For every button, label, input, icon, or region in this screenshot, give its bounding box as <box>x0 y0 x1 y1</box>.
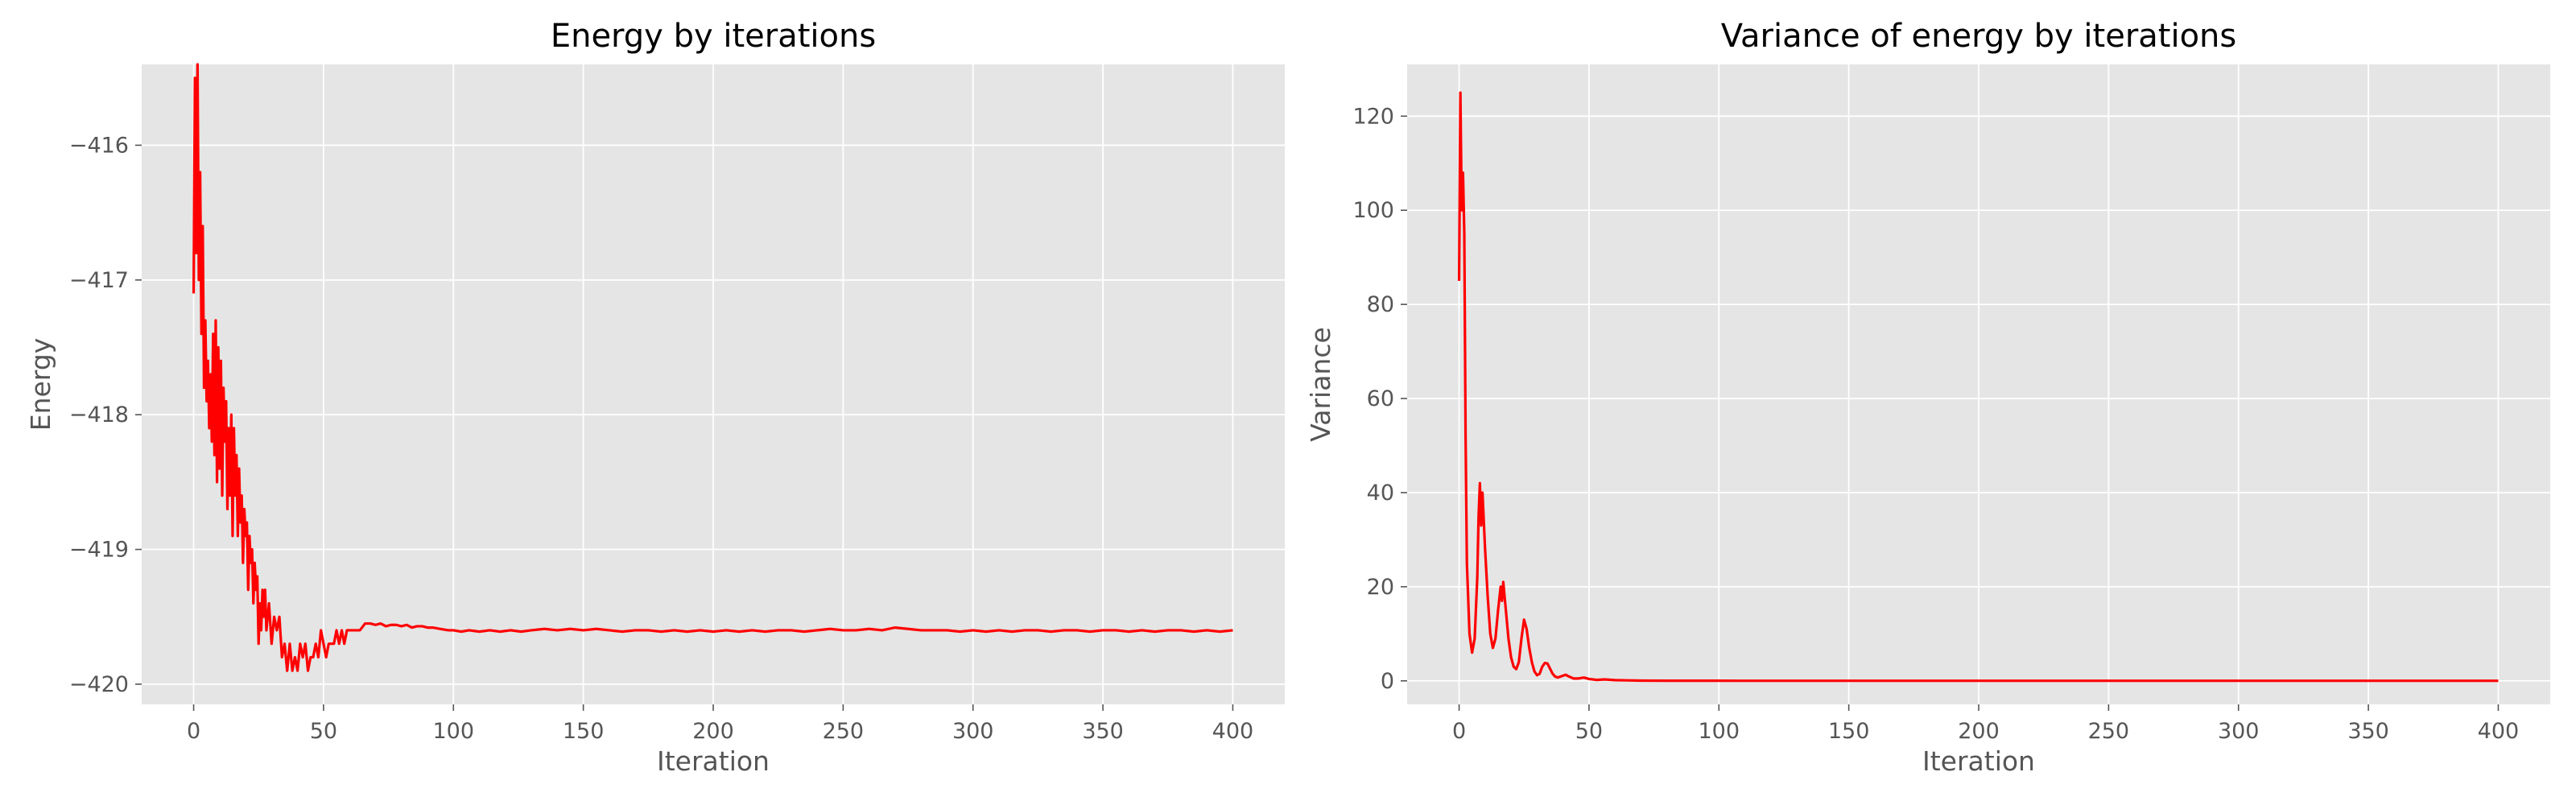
x-tick-label: 150 <box>1828 719 1870 744</box>
chart-title: Energy by iterations <box>551 18 876 55</box>
y-tick-label: −419 <box>69 538 129 563</box>
y-tick-label: −416 <box>69 133 129 158</box>
x-tick-label: 350 <box>2347 719 2389 744</box>
x-tick-label: 0 <box>187 719 200 744</box>
variance-chart: 0 50 100 150 200 250 300 350 400 0 20 40 60 80 100 120 V… <box>1305 18 2550 777</box>
x-axis-label: Iteration <box>657 745 770 777</box>
x-tick-label: 150 <box>563 719 605 744</box>
x-tick-label: 250 <box>2088 719 2130 744</box>
x-tick-label: 100 <box>1698 719 1740 744</box>
x-tick-label: 300 <box>952 719 994 744</box>
x-tick-label: 50 <box>310 719 337 744</box>
x-tick-label: 250 <box>823 719 865 744</box>
x-tick-label: 400 <box>1212 719 1254 744</box>
x-tick-label: 400 <box>2478 719 2520 744</box>
y-tick-label: 60 <box>1367 386 1394 411</box>
x-tick-label: 0 <box>1452 719 1466 744</box>
energy-chart: 0 50 100 150 200 250 300 350 400 −420 −419 −418 −417… <box>25 18 1285 777</box>
chart-title: Variance of energy by iterations <box>1721 18 2236 55</box>
series-line-0 <box>1457 91 2499 683</box>
y-axis-label: Variance <box>1305 327 1336 442</box>
series-line-0 <box>192 63 1233 672</box>
x-tick-label: 100 <box>432 719 474 744</box>
y-tick-label: −418 <box>69 402 129 427</box>
y-tick-label: 0 <box>1381 669 1394 694</box>
y-tick-label: 100 <box>1352 198 1394 223</box>
y-tick-label: −420 <box>69 672 129 697</box>
y-tick-label: −417 <box>69 268 129 293</box>
x-tick-label: 300 <box>2218 719 2260 744</box>
x-axis-label: Iteration <box>1922 745 2035 777</box>
x-tick-label: 50 <box>1575 719 1603 744</box>
y-tick-label: 20 <box>1367 575 1394 600</box>
y-tick-label: 80 <box>1367 292 1394 317</box>
x-tick-label: 200 <box>692 719 734 744</box>
y-axis-label: Energy <box>25 338 56 431</box>
y-tick-label: 40 <box>1367 481 1394 506</box>
y-tick-label: 120 <box>1352 104 1394 129</box>
x-tick-label: 200 <box>1958 719 2000 744</box>
x-tick-label: 350 <box>1082 719 1124 744</box>
